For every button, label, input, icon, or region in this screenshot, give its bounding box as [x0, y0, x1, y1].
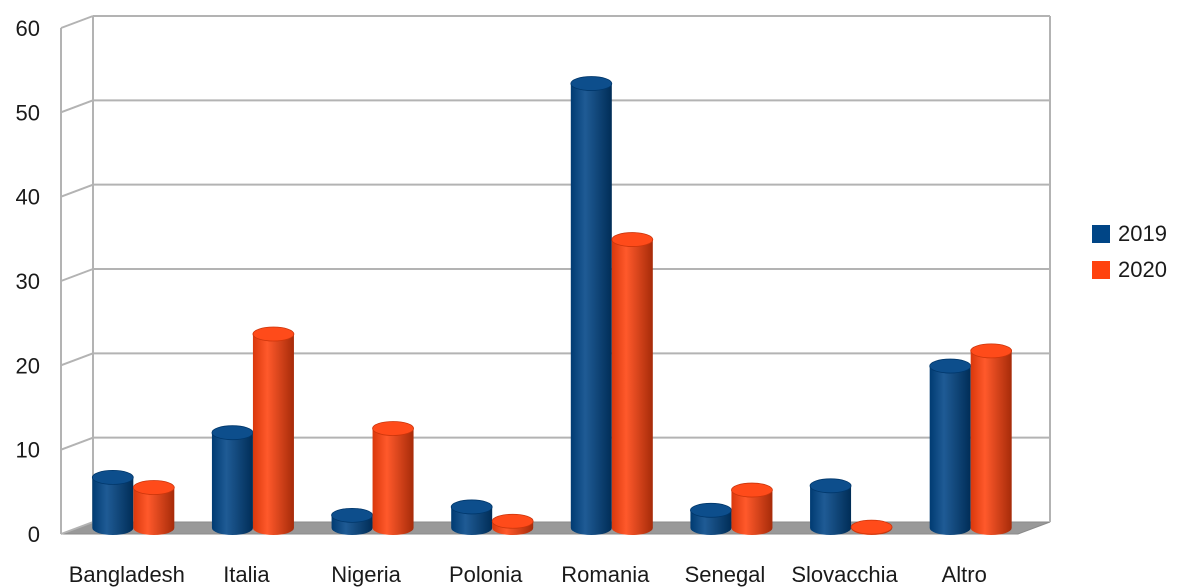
grid-line-side	[60, 352, 94, 367]
y-tick-label: 50	[16, 100, 40, 125]
bar-top	[731, 482, 773, 498]
y-tick-label: 40	[16, 185, 40, 210]
bar-2020-nigeria	[372, 421, 414, 535]
y-tick-label: 10	[16, 438, 40, 463]
x-tick-label: Romania	[561, 562, 650, 587]
bar-top	[132, 480, 175, 495]
bar-top	[929, 358, 972, 374]
bar-2020-altro	[970, 343, 1013, 535]
legend-label-2020: 2020	[1118, 257, 1167, 282]
x-axis-labels: Bangladesh Italia Nigeria Polonia Romania Sen…	[69, 562, 987, 587]
bar-body	[810, 485, 852, 535]
bar-body	[133, 487, 175, 535]
bars	[91, 76, 1013, 536]
y-tick-label: 60	[16, 16, 40, 41]
x-tick-label: Polonia	[449, 562, 523, 587]
bar-2019-nigeria	[331, 507, 373, 535]
bar-2020-italia	[252, 326, 295, 535]
bar-top	[91, 469, 134, 485]
x-tick-label: Senegal	[685, 562, 766, 587]
bar-top	[331, 507, 373, 523]
grid-lines	[60, 15, 1050, 535]
bar-top	[809, 478, 852, 494]
bar-body	[372, 428, 414, 535]
bar-top	[372, 421, 414, 436]
legend-label-2019: 2019	[1118, 221, 1167, 246]
x-tick-label: Bangladesh	[69, 562, 185, 587]
bar-2019-bangladesh	[91, 469, 134, 535]
bar-top	[611, 232, 654, 247]
bar-top	[252, 326, 295, 342]
bar-2019-polonia	[450, 499, 493, 535]
legend-swatch-2020	[1092, 261, 1110, 279]
bar-2019-italia	[211, 425, 254, 535]
grid-line-side	[60, 15, 94, 29]
bar-body	[211, 432, 253, 535]
bar-2020-slovacchia	[850, 519, 893, 535]
x-tick-label: Italia	[223, 562, 270, 587]
bar-top	[491, 513, 534, 529]
bar-body	[451, 506, 493, 535]
y-axis-ticks: 0 10 20 30 40 50 60	[16, 16, 40, 547]
chart-floor	[60, 521, 1051, 535]
x-tick-label: Nigeria	[331, 562, 401, 587]
chart-walls	[60, 16, 1051, 535]
grid-line-side	[60, 436, 94, 451]
bar-body	[611, 239, 653, 535]
y-tick-label: 0	[28, 522, 40, 547]
grid-line-side	[60, 99, 94, 114]
bar-body	[92, 477, 134, 535]
y-tick-label: 30	[16, 269, 40, 294]
bar-top	[450, 499, 493, 515]
grid-line-side	[60, 521, 94, 535]
bar-body	[731, 490, 773, 535]
grid-line-side	[60, 268, 94, 282]
bar-2019-romania	[570, 76, 613, 536]
grid-line-side	[60, 183, 94, 198]
legend: 2019 2020	[1092, 221, 1167, 282]
legend-swatch-2019	[1092, 225, 1110, 243]
bar-top	[211, 425, 254, 441]
bar-top	[570, 76, 613, 91]
bar-top	[690, 502, 732, 518]
bar-body	[970, 350, 1012, 535]
bar-top	[970, 343, 1013, 359]
bar-body	[252, 334, 294, 535]
y-tick-label: 20	[16, 353, 40, 378]
bar-2019-altro	[929, 358, 972, 535]
bar-body	[929, 366, 971, 535]
bar-2020-senegal	[731, 482, 773, 535]
bar-top	[850, 519, 893, 535]
bar-2019-senegal	[690, 502, 732, 535]
bar-body	[570, 83, 612, 536]
x-tick-label: Altro	[942, 562, 987, 587]
bar-2019-slovacchia	[809, 478, 852, 535]
bar-2020-romania	[611, 232, 654, 535]
x-tick-label: Slovacchia	[791, 562, 898, 587]
bar-2020-polonia	[491, 513, 534, 535]
bar-2020-bangladesh	[132, 480, 175, 535]
